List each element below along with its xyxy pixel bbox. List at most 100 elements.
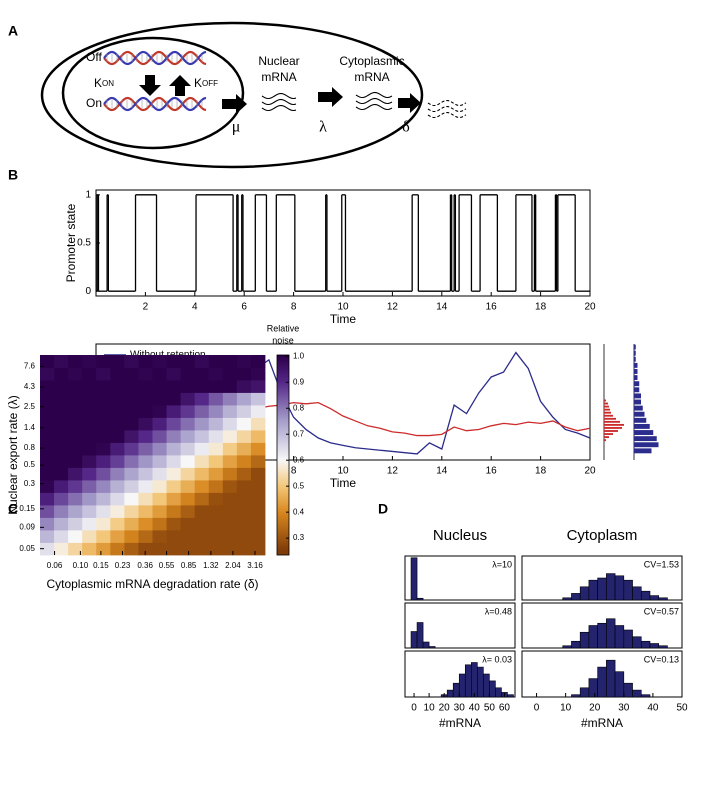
x-tick-label: 16 — [486, 466, 498, 477]
hist-bar — [579, 586, 590, 601]
heatmap-cell — [82, 355, 97, 368]
hist-bar — [634, 375, 638, 381]
species-label: mRNA — [261, 70, 296, 84]
hist-bar — [588, 625, 598, 649]
heatmap-cell — [166, 380, 182, 393]
heatmap-cell — [96, 542, 111, 556]
colorbar-tick-label: 0.4 — [293, 507, 305, 516]
heatmap-cell — [138, 480, 153, 493]
heatmap-cell — [194, 405, 210, 418]
heatmap-cell — [54, 430, 69, 443]
hist-bar — [649, 643, 660, 649]
hist-bar — [634, 369, 638, 374]
heatmap-cell — [40, 467, 55, 481]
heatmap-cell — [222, 417, 238, 431]
heatmap-cell — [166, 467, 182, 481]
heatmap-cell — [208, 392, 224, 406]
species-label: Cytoplasmic — [339, 54, 404, 68]
x-tick-label: 20 — [584, 302, 596, 313]
column-title: Cytoplasm — [567, 527, 638, 544]
arrow-down — [139, 75, 161, 96]
heatmap-cell — [138, 517, 153, 531]
heatmap-cell — [250, 492, 266, 506]
hist-bar — [604, 411, 611, 414]
heatmap-cell — [138, 405, 153, 418]
heatmap-cell — [96, 355, 111, 368]
plot-frame — [404, 602, 516, 649]
rate-base: K — [94, 76, 102, 90]
heatmap-cell — [110, 367, 125, 381]
hist-bar — [614, 671, 625, 698]
heatmap-cell — [110, 455, 125, 468]
colorbar-tick-label: 0.9 — [293, 377, 305, 386]
heatmap-cell — [110, 380, 125, 393]
heatmap-cell — [40, 455, 55, 468]
heatmap-cell — [82, 480, 97, 493]
hist-bar — [489, 680, 496, 698]
heatmap-cell — [250, 480, 266, 493]
hist-bar — [604, 427, 622, 429]
hist-bar — [623, 629, 633, 649]
heatmap-cell — [138, 530, 153, 543]
hist-bar — [507, 694, 514, 698]
cell-membrane — [40, 21, 424, 169]
heatmap-cell — [124, 542, 139, 556]
x-tick-label: 30 — [454, 703, 466, 714]
heatmap-cell — [68, 530, 83, 543]
annotation: λ= 0.03 — [482, 654, 512, 664]
x-axis-label: Time — [330, 312, 357, 326]
x-tick-label: 20 — [584, 466, 596, 477]
heatmap-cell — [68, 392, 83, 406]
heatmap-cell — [180, 392, 196, 406]
heatmap-cell — [124, 505, 139, 518]
heatmap-cell — [222, 442, 238, 456]
x-tick-label: 0 — [534, 703, 540, 714]
hist-bar — [588, 579, 598, 601]
heatmap-cell — [250, 380, 266, 393]
heatmap-cell — [110, 505, 125, 518]
x-tick-label: 14 — [436, 302, 448, 313]
panel-label: B — [8, 167, 18, 183]
heatmap-cell — [208, 405, 224, 418]
heatmap-cell — [166, 480, 182, 493]
heatmap-cell — [96, 442, 111, 456]
heatmap-cell — [54, 380, 69, 393]
heatmap-cell — [236, 417, 252, 431]
heatmap-cell — [110, 392, 125, 406]
heatmap-cell — [68, 505, 83, 518]
colorbar-tick-label: 0.3 — [293, 533, 305, 542]
arrow-right — [398, 93, 421, 113]
heatmap-cell — [166, 417, 182, 431]
hist-bar — [632, 636, 642, 649]
x-tick-label: 20 — [589, 703, 601, 714]
heatmap-cell — [40, 505, 55, 518]
heatmap-cell — [152, 517, 167, 531]
panel-label: C — [8, 501, 18, 517]
heatmap-cell — [236, 442, 252, 456]
heatmap-cell — [138, 417, 153, 431]
x-tick-label: 18 — [535, 302, 547, 313]
heatmap-cell — [40, 367, 55, 381]
colorbar-tick-label: 1.0 — [293, 351, 305, 360]
hist-bar — [579, 687, 590, 698]
y-tick-label: 0.05 — [19, 544, 35, 553]
heatmap-cell — [54, 530, 69, 543]
heatmap-cell — [82, 380, 97, 393]
heatmap-cell — [40, 542, 55, 556]
y-axis-label: Promoter state — [64, 203, 78, 282]
heatmap-cell — [110, 492, 125, 506]
heatmap-cell — [124, 405, 139, 418]
heatmap-cell — [208, 442, 224, 456]
heatmap-cell — [236, 542, 252, 556]
x-tick-label: 16 — [486, 302, 498, 313]
x-tick-label: 0.10 — [73, 561, 89, 570]
hist-bar — [416, 622, 424, 649]
heatmap-cell — [180, 380, 196, 393]
colorbar-tick-label: 0.7 — [293, 429, 305, 438]
heatmap-cell — [82, 417, 97, 431]
x-tick-label: 10 — [424, 703, 436, 714]
heatmap-cell — [124, 492, 139, 506]
hist-bar — [623, 579, 633, 601]
hist-bar — [495, 687, 502, 698]
